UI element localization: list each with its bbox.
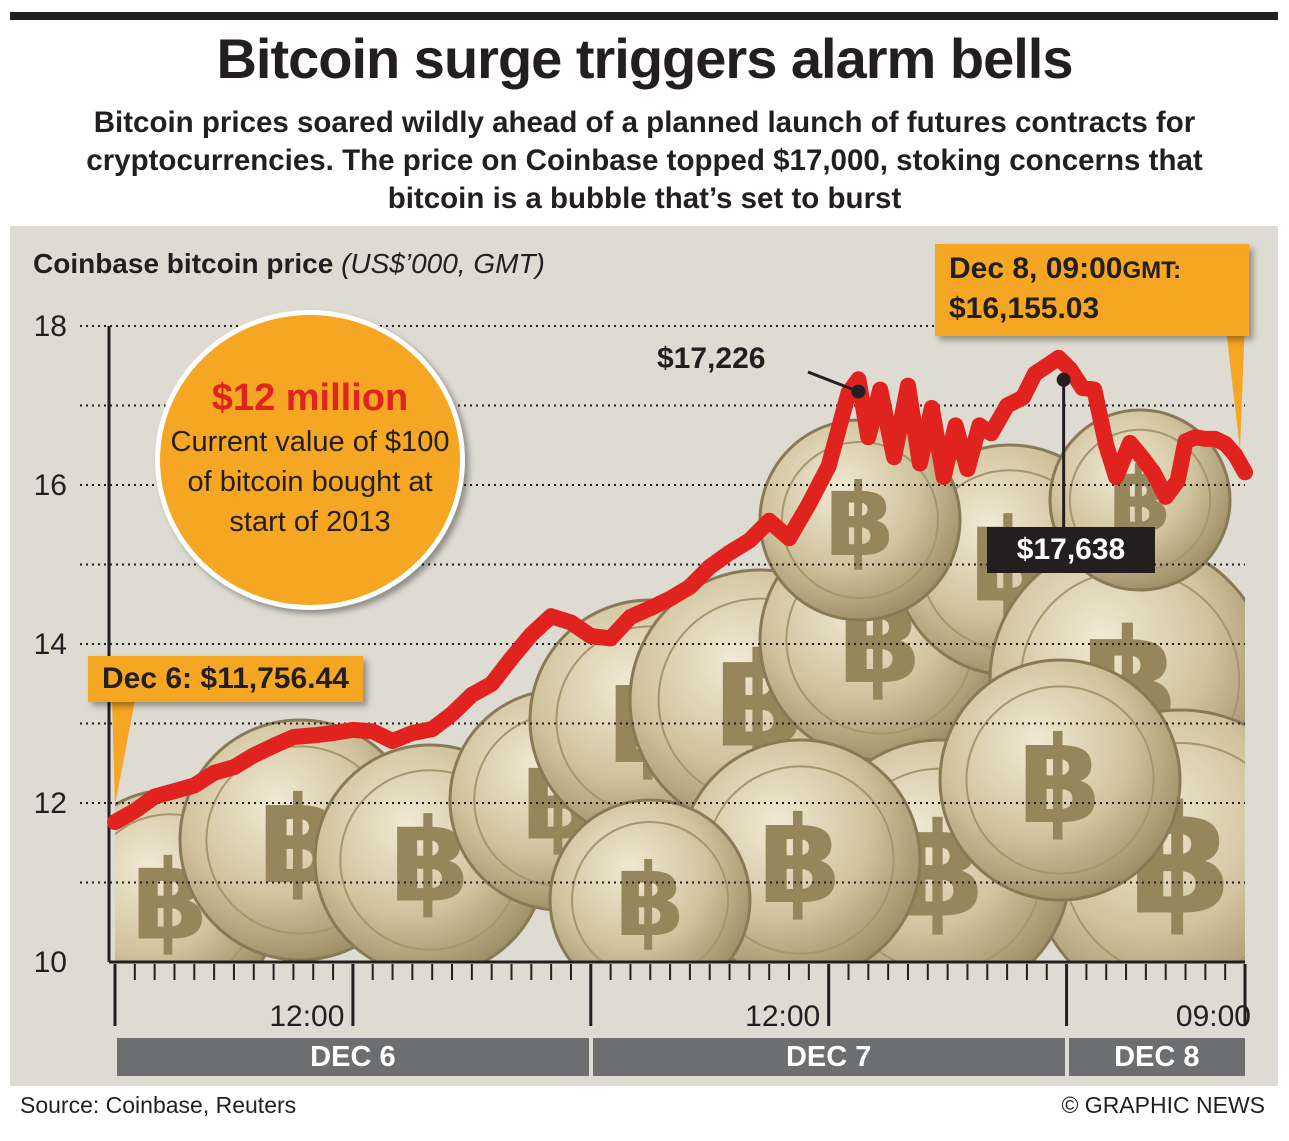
day-label: DEC 8 bbox=[1068, 1038, 1245, 1076]
peak2-label: $17,638 bbox=[987, 527, 1155, 573]
end-price-callout: Dec 8, 09:00GMT: $16,155.03 bbox=[935, 244, 1249, 336]
bitcoin-icon: ฿ bbox=[615, 842, 685, 959]
coin-shape bbox=[781, 441, 939, 599]
bitcoin-icon: ฿ bbox=[758, 792, 842, 931]
peak2-dot bbox=[1056, 372, 1071, 387]
top-rule bbox=[10, 12, 1278, 20]
price-line bbox=[107, 349, 1253, 831]
coin-shape bbox=[571, 821, 729, 962]
bitcoin-icon: ฿ bbox=[825, 462, 895, 579]
credit-note: © GRAPHIC NEWS bbox=[1061, 1092, 1265, 1118]
day-label: DEC 6 bbox=[117, 1038, 589, 1076]
end-price-value: $16,155.03 bbox=[949, 292, 1100, 325]
y-tick-label: 14 bbox=[34, 628, 67, 661]
highlight-text: Current value of $100 of bitcoin bought … bbox=[170, 426, 450, 538]
x-tick-label: 09:00 bbox=[1176, 1000, 1251, 1033]
peak1-label: $17,226 bbox=[657, 342, 766, 375]
page-subtitle: Bitcoin prices soared wildly ahead of a … bbox=[86, 106, 1203, 215]
coin-shape bbox=[938, 658, 1182, 902]
end-callout-pointer bbox=[1225, 320, 1245, 450]
coin-background: ฿฿฿฿฿฿฿฿฿฿฿฿฿฿฿฿ bbox=[115, 408, 1245, 962]
bitcoin-icon: ฿ bbox=[1018, 712, 1102, 851]
y-tick-label: 12 bbox=[34, 787, 67, 820]
start-price-label: Dec 6: $11,756.44 bbox=[102, 662, 349, 695]
x-tick-label: 12:00 bbox=[745, 1000, 820, 1033]
chart-label: Coinbase bitcoin price (US$’000, GMT) bbox=[33, 248, 545, 280]
gridlines bbox=[80, 325, 1245, 884]
highlight-circle: $12 million Current value of $100 of bit… bbox=[155, 310, 465, 610]
chart-label-main: Coinbase bitcoin price bbox=[33, 248, 334, 279]
y-tick-label: 16 bbox=[34, 469, 67, 502]
coin-shape bbox=[965, 685, 1155, 875]
x-tick-label: 12:00 bbox=[269, 1000, 344, 1033]
y-axis: 10 12 14 16 18 bbox=[34, 310, 111, 979]
y-tick-label: 18 bbox=[34, 310, 67, 343]
y-tick-label: 10 bbox=[34, 946, 67, 979]
peak1-leader bbox=[807, 370, 859, 393]
page-title: Bitcoin surge triggers alarm bells bbox=[216, 27, 1073, 90]
start-callout-pointer bbox=[112, 700, 135, 805]
end-price-date: Dec 8, 09:00 bbox=[949, 252, 1123, 285]
chart-label-unit: (US$’000, GMT) bbox=[341, 248, 545, 279]
day-label: DEC 7 bbox=[592, 1038, 1065, 1076]
end-price-gmt: GMT: bbox=[1122, 257, 1182, 284]
start-price-callout: Dec 6: $11,756.44 bbox=[88, 656, 363, 702]
highlight-value: $12 million bbox=[211, 377, 409, 419]
x-axis: 12:00 12:00 09:00 bbox=[109, 960, 1251, 1033]
source-note: Source: Coinbase, Reuters bbox=[20, 1092, 297, 1118]
annotation-leaders bbox=[112, 320, 1245, 805]
peak1-dot bbox=[851, 384, 866, 399]
